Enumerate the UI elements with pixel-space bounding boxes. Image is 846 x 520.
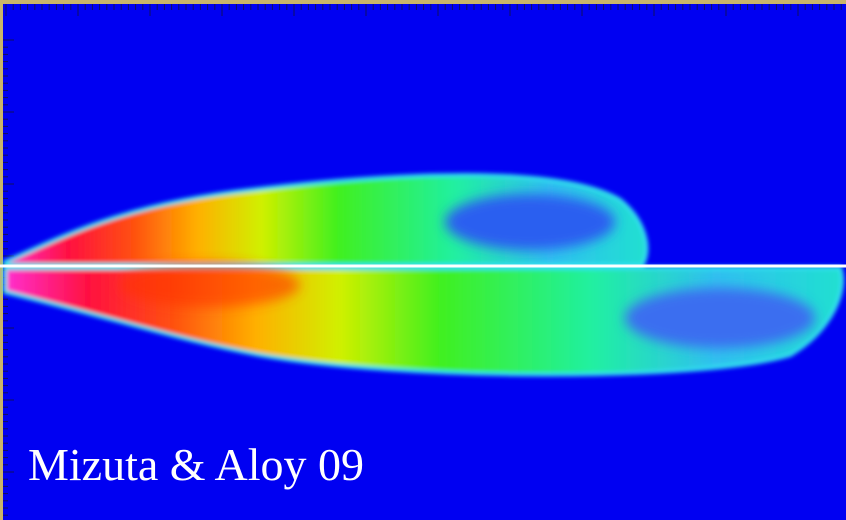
hot-core: [120, 263, 300, 307]
page: Mizuta & Aloy 09 (() => { const data = J…: [0, 0, 846, 520]
lower-cavity: [625, 288, 815, 348]
upper-cavity: [445, 194, 615, 250]
simulation-image: Mizuta & Aloy 09: [0, 0, 846, 520]
caption: Mizuta & Aloy 09: [28, 439, 364, 490]
